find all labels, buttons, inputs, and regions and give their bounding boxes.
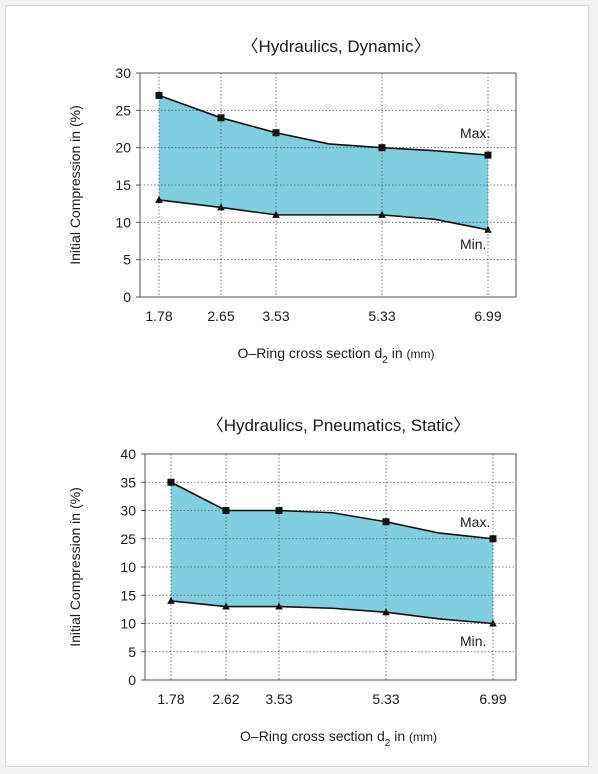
y-tick-label: 25 <box>115 102 131 118</box>
max-point <box>382 518 390 526</box>
y-tick-label: 10 <box>115 214 131 230</box>
range-fill <box>171 482 493 624</box>
max-point <box>217 114 225 122</box>
x-tick-label: 1.78 <box>157 691 184 707</box>
max-point <box>378 144 386 152</box>
y-tick-label: 10 <box>120 559 136 575</box>
y-tick-label: 15 <box>120 587 136 603</box>
series-line-triangle <box>158 199 489 231</box>
min-point <box>167 596 175 604</box>
x-tick-label: 1.78 <box>145 308 172 324</box>
x-tick-label: 3.53 <box>262 308 289 324</box>
max-point <box>489 535 497 543</box>
max-point <box>222 507 230 514</box>
y-tick-label: 40 <box>120 446 136 462</box>
max-point <box>484 151 492 159</box>
x-tick-label: 5.33 <box>372 691 399 707</box>
max-point <box>275 507 283 514</box>
y-tick-label: 30 <box>120 503 136 519</box>
x-axis-label: O–Ring cross section d2 in (mm) <box>240 728 437 749</box>
min-label: Min. <box>460 236 486 252</box>
x-tick-label: 2.62 <box>212 691 239 707</box>
y-tick-label: 5 <box>123 252 131 268</box>
x-tick-label: 5.33 <box>368 308 395 324</box>
x-tick-label: 6.99 <box>474 308 501 324</box>
min-point <box>222 602 230 610</box>
min-point <box>382 608 390 616</box>
chart-title: 〈Hydraulics, Pneumatics, Static〉 <box>207 416 471 435</box>
chart-title: 〈Hydraulics, Dynamic〉 <box>242 37 431 56</box>
min-point <box>484 225 492 233</box>
x-axis-label: O–Ring cross section d2 in (mm) <box>238 345 435 366</box>
range-fill <box>159 95 488 230</box>
min-point <box>272 210 280 218</box>
min-label: Min. <box>460 633 486 649</box>
y-tick-label: 0 <box>123 289 131 305</box>
y-tick-label: 15 <box>115 177 131 193</box>
min-point <box>275 602 283 610</box>
max-point <box>167 478 175 486</box>
y-tick-label: 20 <box>115 140 131 156</box>
x-tick-label: 6.99 <box>479 691 506 707</box>
max-point <box>155 91 163 99</box>
y-tick-label: 5 <box>128 644 136 660</box>
y-axis-label: Initial Compression in (%) <box>67 487 83 647</box>
min-point <box>155 195 163 203</box>
min-point <box>217 203 225 211</box>
y-axis-label: Initial Compression in (%) <box>67 105 83 265</box>
chart-2: 〈Hydraulics, Pneumatics, Static〉 0 5 10 15 10… <box>67 416 517 749</box>
chart-1: 〈Hydraulics, Dynamic〉 0 5 10 15 20 25 30 1.78 2.6… <box>67 37 517 366</box>
min-point <box>489 619 497 627</box>
y-tick-label: 35 <box>120 474 136 490</box>
x-tick-label: 2.65 <box>207 308 234 324</box>
max-label: Max. <box>460 514 490 530</box>
max-point <box>272 129 280 137</box>
y-tick-label: 0 <box>128 672 136 688</box>
x-tick-label: 3.53 <box>265 691 292 707</box>
max-label: Max. <box>460 125 490 141</box>
y-tick-label: 25 <box>120 531 136 547</box>
min-point <box>378 210 386 218</box>
y-tick-label: 10 <box>120 616 136 632</box>
y-tick-label: 30 <box>115 65 131 81</box>
